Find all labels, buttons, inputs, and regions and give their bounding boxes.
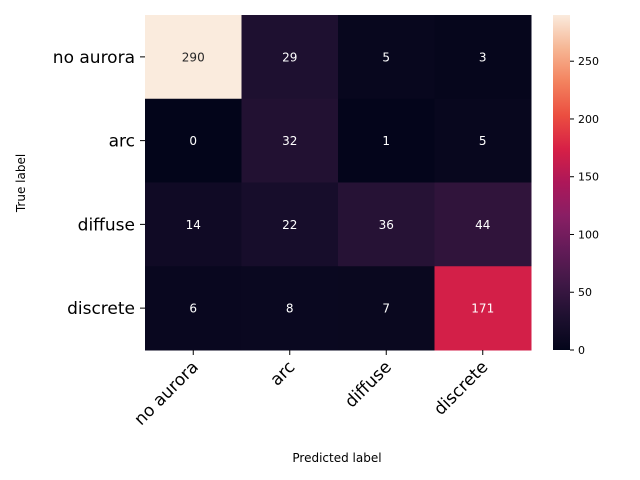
- heatmap-cell: [434, 98, 532, 183]
- cell-value: 171: [471, 302, 494, 316]
- x-tick-label: arc: [266, 357, 299, 390]
- cell-value: 8: [286, 302, 294, 316]
- cell-value: 6: [189, 302, 197, 316]
- heatmap-cells: [145, 15, 532, 351]
- y-tick-label: no aurora: [53, 48, 135, 68]
- heatmap-cell: [145, 266, 242, 351]
- heatmap-cell: [434, 182, 532, 267]
- colorbar-tick-label: 250: [578, 55, 599, 68]
- heatmap-cell: [434, 266, 532, 351]
- heatmap-cell: [338, 266, 435, 351]
- cell-value: 22: [282, 218, 297, 232]
- heatmap-cell: [338, 15, 435, 100]
- colorbar-gradient: [553, 15, 570, 350]
- colorbar-tick-label: 100: [578, 228, 599, 241]
- x-tick-label: diffuse: [341, 357, 396, 412]
- cell-value: 1: [382, 134, 390, 148]
- heatmap-cell: [241, 266, 339, 351]
- y-tick-label: diffuse: [78, 215, 135, 235]
- heatmap-cell: [338, 182, 435, 267]
- y-tick-label: discrete: [67, 299, 135, 319]
- cell-value: 5: [479, 134, 487, 148]
- colorbar-tick-label: 150: [578, 171, 599, 184]
- y-tick-label: arc: [109, 132, 135, 152]
- cell-value: 7: [382, 302, 390, 316]
- cell-value: 14: [186, 218, 201, 232]
- cell-value: 29: [282, 50, 297, 64]
- heatmap-cell: [241, 98, 339, 183]
- cell-value: 290: [182, 50, 205, 64]
- cell-value: 36: [379, 218, 394, 232]
- x-tick-label: discrete: [430, 357, 492, 419]
- heatmap-cell: [338, 98, 435, 183]
- heatmap-cell: [145, 182, 242, 267]
- heatmap-cell: [145, 15, 242, 100]
- y-axis-label: True label: [14, 154, 28, 213]
- colorbar-tick-label: 200: [578, 113, 599, 126]
- colorbar-tick-label: 50: [578, 286, 592, 299]
- heatmap-cell: [434, 15, 532, 100]
- heatmap-cell: [241, 182, 339, 267]
- heatmap-cell: [145, 98, 242, 183]
- cell-value: 44: [475, 218, 490, 232]
- x-tick-label: no aurora: [131, 357, 203, 429]
- x-axis-label: Predicted label: [292, 451, 381, 465]
- heatmap-cell: [241, 15, 339, 100]
- colorbar-tick-label: 0: [578, 344, 585, 357]
- cell-value: 32: [282, 134, 297, 148]
- cell-annotations: 290 29 5 3 0 32 1 5 14 22 36 44 6 8 7 171: [182, 50, 494, 315]
- cell-value: 0: [189, 134, 197, 148]
- cell-value: 5: [382, 50, 390, 64]
- colorbar: 0 50 100 150 200 250: [553, 15, 599, 357]
- x-axis-ticks: no aurora arc diffuse discrete: [131, 350, 492, 430]
- y-axis-ticks: no aurora arc diffuse discrete: [53, 48, 145, 319]
- cell-value: 3: [479, 50, 487, 64]
